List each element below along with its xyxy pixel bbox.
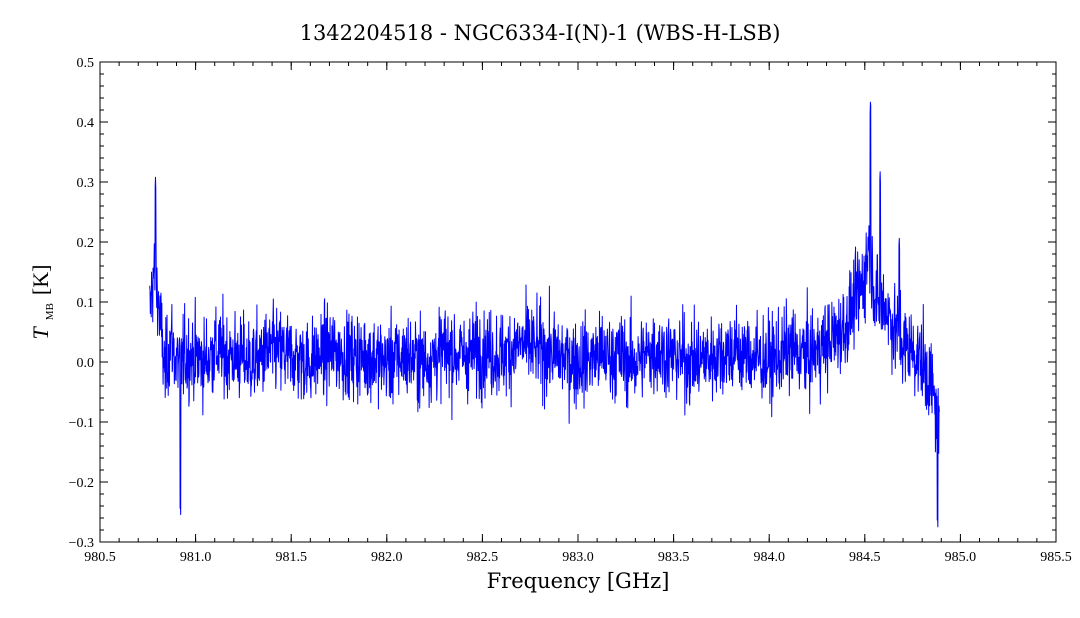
y-axis-label: T MB [K] bbox=[28, 265, 57, 340]
x-tick-label: 985.0 bbox=[945, 550, 977, 565]
x-tick-label: 981.0 bbox=[180, 550, 212, 565]
x-tick-label: 980.5 bbox=[84, 550, 116, 565]
y-axis-symbol: T bbox=[28, 325, 53, 339]
plot-area bbox=[99, 61, 1057, 543]
y-tick-label: −0.3 bbox=[69, 536, 94, 551]
y-axis-subscript: MB bbox=[44, 303, 56, 320]
plot-frame bbox=[99, 61, 1057, 543]
x-tick-label: 984.0 bbox=[753, 550, 785, 565]
x-tick-label: 982.0 bbox=[371, 550, 403, 565]
y-tick-label: 0.4 bbox=[77, 116, 95, 131]
x-tick-label: 983.5 bbox=[658, 550, 690, 565]
x-tick-label: 982.5 bbox=[467, 550, 499, 565]
x-tick-label: 984.5 bbox=[849, 550, 881, 565]
x-tick-label: 983.0 bbox=[562, 550, 594, 565]
x-tick-label: 981.5 bbox=[275, 550, 307, 565]
x-axis: 980.5 981.0 981.5 982.0 982.5 983.0 983.5 984.0… bbox=[84, 62, 1072, 565]
y-axis-unit: [K] bbox=[28, 265, 53, 296]
y-tick-label: −0.1 bbox=[69, 416, 94, 431]
spectrum-series-line bbox=[149, 101, 940, 528]
y-tick-label: 0.0 bbox=[77, 356, 95, 371]
x-tick-label: 985.5 bbox=[1040, 550, 1072, 565]
y-tick-label: 0.2 bbox=[77, 236, 95, 251]
x-axis-label: Frequency [GHz] bbox=[487, 569, 670, 593]
y-tick-label: −0.2 bbox=[69, 476, 94, 491]
y-tick-label: 0.1 bbox=[77, 296, 95, 311]
chart-title: 1342204518 - NGC6334-I(N)-1 (WBS-H-LSB) bbox=[300, 21, 781, 45]
y-axis: −0.3 −0.2 −0.1 0.0 0.1 0.2 0.3 0.4 0.5 bbox=[69, 56, 1056, 551]
y-tick-label: 0.3 bbox=[77, 176, 95, 191]
y-tick-label: 0.5 bbox=[77, 56, 95, 71]
